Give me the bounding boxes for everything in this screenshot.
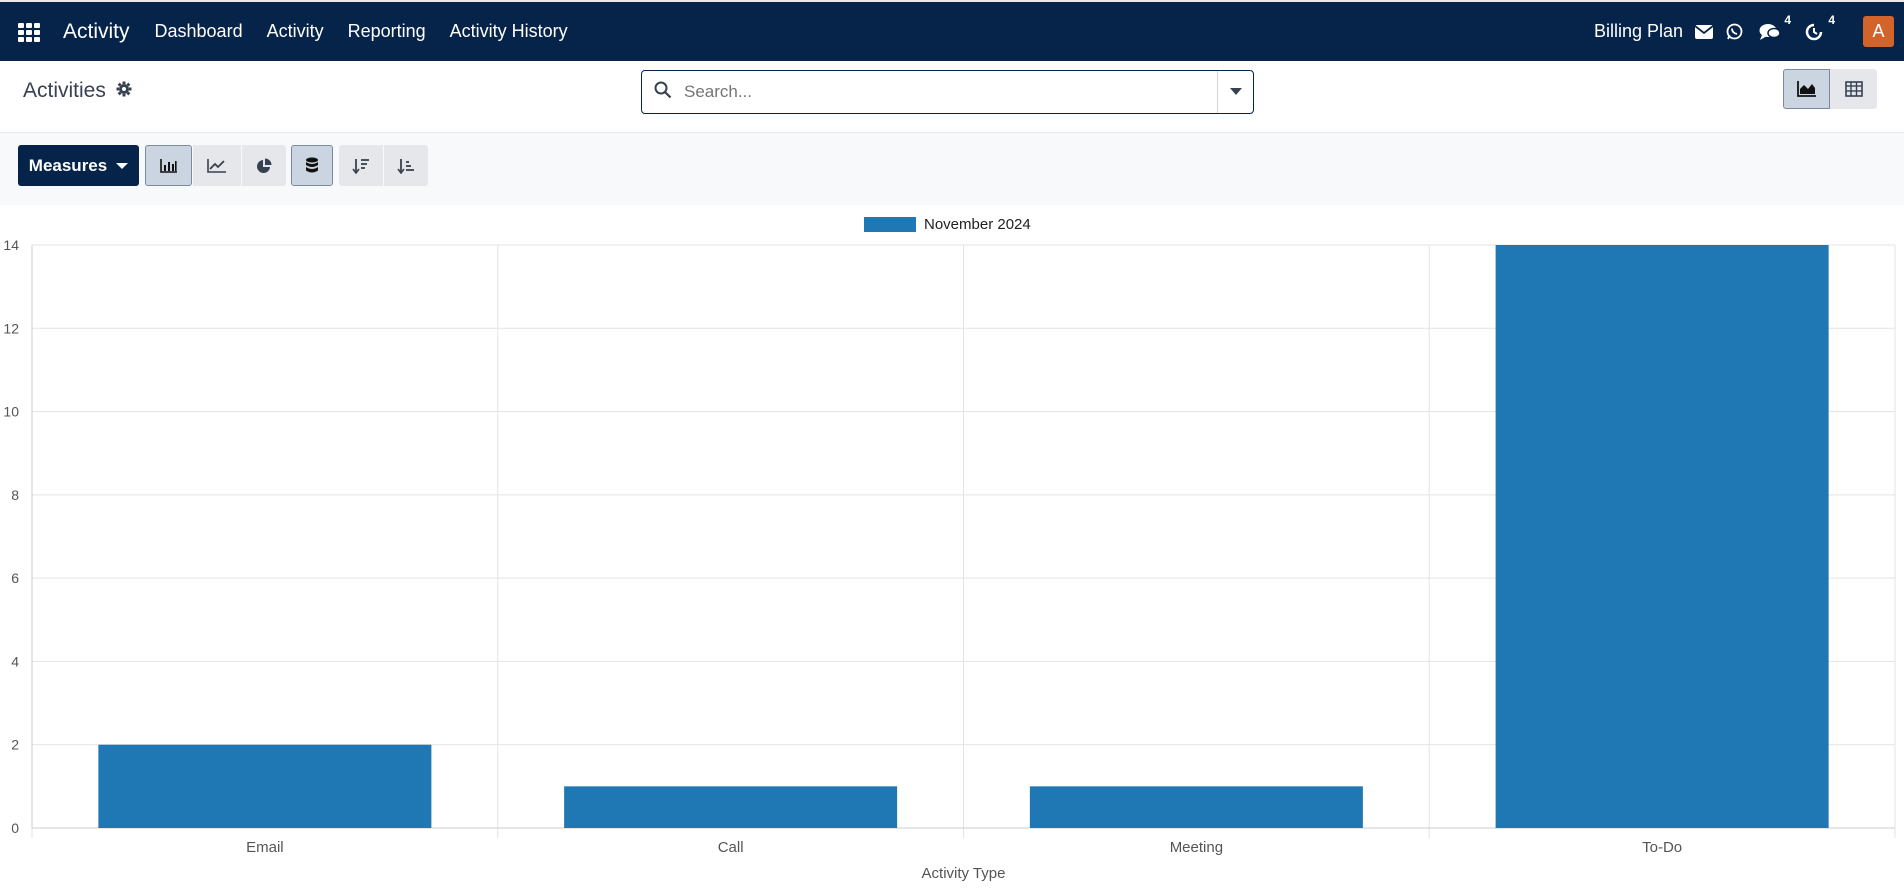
sort-ascending-button[interactable] (384, 145, 428, 186)
bar-meeting[interactable] (1029, 786, 1363, 828)
y-tick-label: 8 (11, 487, 19, 503)
measures-dropdown-button[interactable]: Measures (18, 145, 139, 186)
bar-call[interactable] (564, 786, 898, 828)
line-chart-button[interactable] (193, 145, 241, 186)
search-input[interactable] (684, 73, 1214, 111)
graph-view-button[interactable] (1783, 69, 1830, 109)
whatsapp-icon[interactable] (1723, 21, 1745, 43)
gear-icon[interactable] (116, 79, 132, 103)
x-axis-title: Activity Type (922, 865, 1006, 882)
y-tick-label: 4 (11, 653, 19, 669)
y-tick-label: 14 (3, 237, 19, 253)
caret-down-icon (116, 162, 129, 169)
pie-chart-button[interactable] (242, 145, 286, 186)
bar-chart: 0 2 4 6 8 10 12 14 Email Call Meeting To-Do Activity… (3, 237, 1896, 882)
app-name[interactable]: Activity (63, 19, 130, 43)
page-title-wrapper: Activities (23, 79, 132, 103)
user-avatar[interactable]: A (1863, 16, 1894, 47)
table-icon (1844, 81, 1863, 97)
database-icon (306, 157, 318, 173)
x-tick-label: Email (246, 839, 284, 856)
search-bar (641, 70, 1254, 114)
search-options-toggle[interactable] (1217, 71, 1253, 113)
y-tick-label: 2 (11, 737, 19, 753)
legend-swatch (864, 217, 916, 232)
control-panel-top: Activities (0, 61, 1904, 133)
nav-dashboard[interactable]: Dashboard (154, 21, 243, 41)
x-tick-label: Meeting (1170, 839, 1223, 856)
nav-activity[interactable]: Activity (266, 21, 324, 41)
page-title: Activities (23, 79, 106, 102)
y-tick-label: 0 (11, 820, 19, 836)
activities-count-badge: 4 (1828, 12, 1835, 27)
envelope-icon[interactable] (1693, 21, 1715, 43)
bar-chart-icon (159, 158, 177, 173)
nav-activity-history[interactable]: Activity History (449, 21, 568, 41)
bar-email[interactable] (98, 744, 432, 828)
y-tick-label: 6 (11, 570, 19, 586)
view-switcher (1783, 69, 1877, 109)
legend-label: November 2024 (924, 216, 1031, 233)
area-chart-icon (1796, 81, 1816, 97)
measures-label: Measures (28, 155, 108, 175)
y-tick-label: 12 (3, 320, 19, 336)
sort-ascending-icon (397, 158, 414, 174)
caret-down-icon (1229, 88, 1242, 95)
x-tick-label: Call (718, 839, 744, 856)
x-tick-label: To-Do (1642, 839, 1682, 856)
pivot-view-button[interactable] (1830, 69, 1877, 109)
top-navbar: Activity Dashboard Activity Reporting Ac… (0, 0, 1904, 61)
sort-descending-icon (352, 158, 369, 174)
nav-reporting[interactable]: Reporting (347, 21, 426, 41)
graph-area: November 2024 0 2 4 6 8 10 12 14 Email Call Meetin… (0, 205, 1904, 890)
chart-legend[interactable]: November 2024 (864, 216, 1031, 233)
graph-toolbar: Measures (0, 133, 1904, 205)
line-chart-icon (207, 158, 226, 173)
y-tick-label: 10 (3, 404, 19, 420)
messages-count-badge: 4 (1784, 12, 1791, 27)
sort-descending-button[interactable] (339, 145, 383, 186)
bar-to-do[interactable] (1495, 245, 1829, 828)
activities-clock-icon[interactable]: 4 (1803, 13, 1835, 43)
bar-chart-button[interactable] (145, 145, 192, 186)
navbar-systray: Billing Plan 4 4 A (1594, 2, 1894, 61)
search-icon (654, 81, 672, 104)
billing-plan-link[interactable]: Billing Plan (1593, 21, 1683, 41)
stacked-toggle-button[interactable] (291, 145, 333, 186)
app-grid-icon[interactable] (18, 22, 40, 42)
pie-chart-icon (257, 158, 272, 173)
messages-icon[interactable]: 4 (1759, 13, 1791, 43)
